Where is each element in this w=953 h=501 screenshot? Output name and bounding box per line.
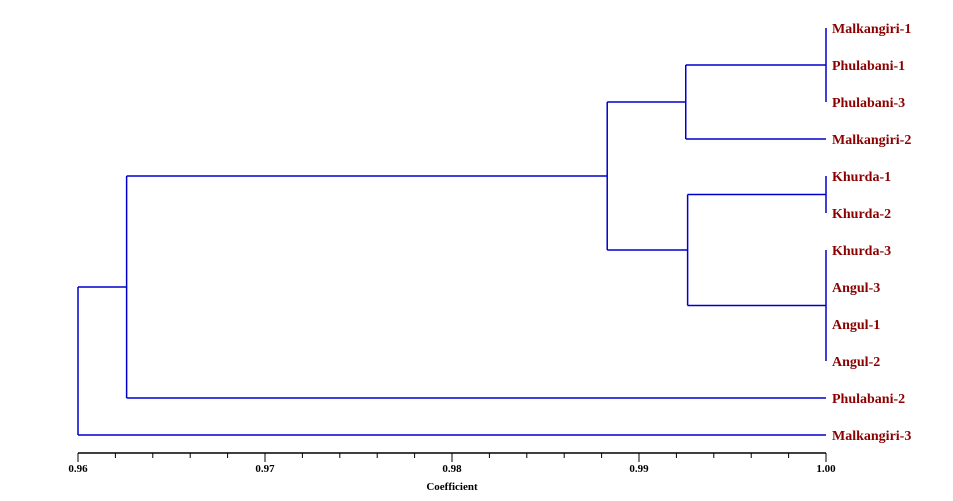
leaf-label: Phulabani-1 <box>832 59 905 74</box>
leaf-label: Angul-1 <box>832 318 880 333</box>
leaf-label: Angul-2 <box>832 355 880 370</box>
x-tick-label: 0.96 <box>68 463 88 475</box>
x-axis: 0.96 0.97 0.98 0.99 1.00 <box>68 452 836 475</box>
leaf-label: Khurda-3 <box>832 244 891 259</box>
dendrogram-branches <box>77 28 827 436</box>
leaf-label: Khurda-1 <box>832 170 891 185</box>
leaf-label: Angul-3 <box>832 281 880 296</box>
leaf-label: Phulabani-3 <box>832 96 905 111</box>
x-tick-label: 0.98 <box>442 463 462 475</box>
x-tick-label: 1.00 <box>816 463 836 475</box>
x-tick-label: 0.99 <box>629 463 649 475</box>
leaf-label: Malkangiri-3 <box>832 429 911 444</box>
x-axis-tick-labels: 0.96 0.97 0.98 0.99 1.00 <box>68 463 836 475</box>
x-axis-ticks <box>77 453 827 462</box>
x-tick-label: 0.97 <box>255 463 275 475</box>
leaf-label: Malkangiri-1 <box>832 22 911 37</box>
leaf-label: Khurda-2 <box>832 207 891 222</box>
leaf-label: Malkangiri-2 <box>832 133 911 148</box>
x-axis-title: Coefficient <box>426 481 478 493</box>
leaf-label: Phulabani-2 <box>832 392 905 407</box>
leaf-labels: Malkangiri-1 Phulabani-1 Phulabani-3 Malkan… <box>832 22 911 444</box>
